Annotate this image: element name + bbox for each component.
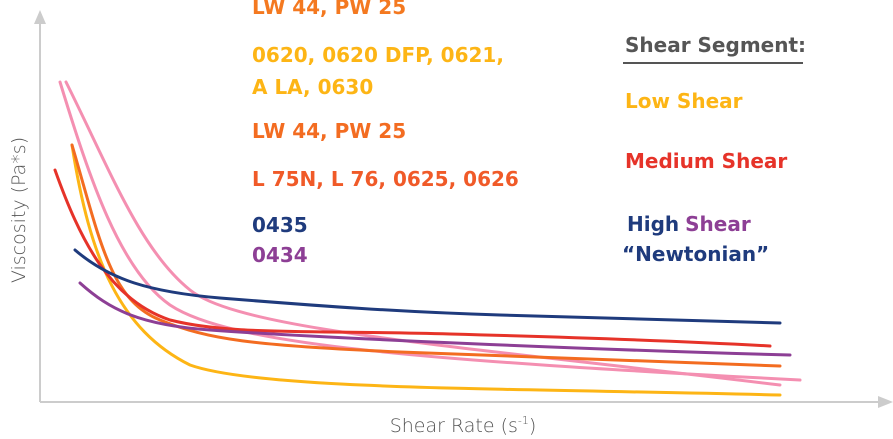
product-label: LW 44, PW 25 <box>252 119 406 143</box>
y-axis-label: Viscosity (Pa*s) <box>8 137 30 283</box>
product-label: A LA, 0630 <box>252 75 373 99</box>
curve-purple <box>78 281 792 357</box>
segment-medium: Medium Shear <box>625 149 787 173</box>
segment-title: Shear Segment: <box>625 33 806 57</box>
curve-yellow <box>70 143 782 397</box>
x-axis-label: Shear Rate (s-1) <box>390 414 537 437</box>
product-label: 0435 <box>252 213 308 237</box>
curve-pink <box>58 80 802 382</box>
product-label: LW 44, PW 25 <box>252 0 406 19</box>
segment-newtonian: “Newtonian” <box>622 242 769 266</box>
product-label: 0434 <box>252 243 308 267</box>
y-arrow <box>34 10 46 24</box>
product-list: LW 44, PW 25 0620, 0620 DFP, 0621, A LA, 0… <box>252 0 519 267</box>
x-arrow <box>878 396 893 408</box>
curve-navy <box>73 248 782 325</box>
product-label: 0620, 0620 DFP, 0621, <box>252 43 504 67</box>
product-label: L 75N, L 76, 0625, 0626 <box>252 167 519 191</box>
segment-low: Low Shear <box>625 89 743 113</box>
curve-orange <box>70 143 782 368</box>
segment-high: High Shear <box>627 212 751 236</box>
